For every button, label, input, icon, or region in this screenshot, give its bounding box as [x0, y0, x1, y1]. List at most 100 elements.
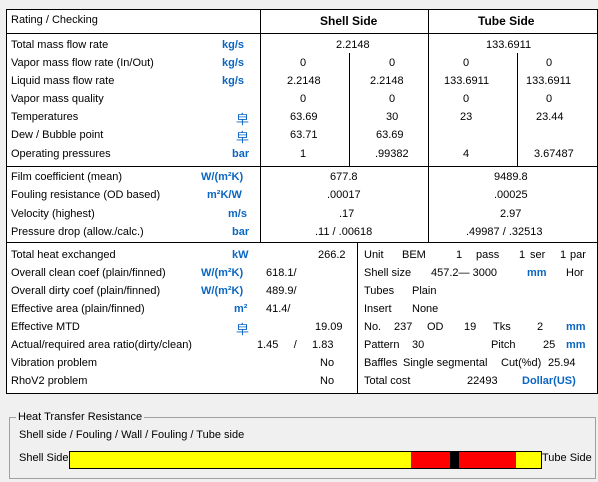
row-label: Pressure drop (allow./calc.) — [11, 226, 144, 238]
tube-outlet-value: 23.44 — [536, 111, 564, 123]
od-value: 19 — [464, 321, 477, 333]
tube-count-label: No. — [364, 321, 382, 333]
summary-value: 41.4/ — [266, 303, 291, 315]
pitch-label: Pitch — [491, 339, 516, 351]
shell-inlet-value: 0 — [300, 93, 307, 105]
shell-value: .11 / .00618 — [315, 226, 373, 238]
shell-side-header: Shell Side — [320, 14, 378, 28]
unit-label: kg/s — [222, 39, 245, 51]
ser-label: ser — [530, 249, 546, 261]
tube-value: 9489.8 — [494, 171, 528, 183]
cut-value: 25.94 — [548, 357, 576, 369]
unit-label: bar — [232, 226, 250, 238]
row-label: Dew / Bubble point — [11, 129, 104, 141]
tube-value: .49987 / .32513 — [466, 226, 543, 238]
row-label: Overall dirty coef (plain/finned) — [11, 285, 161, 297]
shell-outlet-value: 30 — [386, 111, 399, 123]
tube-inlet-value: 4 — [463, 148, 470, 160]
row-label: RhoV2 problem — [11, 375, 88, 387]
shell-inlet-value: 0 — [300, 57, 307, 69]
row-label: Total mass flow rate — [11, 39, 109, 51]
resistance-segment-shell-side — [70, 452, 411, 468]
pass-label: pass — [476, 249, 500, 261]
heat-transfer-resistance-legend: Heat Transfer Resistance — [16, 411, 145, 423]
summary-value: 1.45 / 1.83 — [257, 339, 334, 351]
tube-inlet-value: 133.6911 — [444, 75, 490, 87]
shell-outlet-value: .99382 — [375, 148, 409, 160]
row-label: Temperatures — [11, 111, 79, 123]
par-count-value: 1 — [560, 249, 567, 261]
unit-type-value: BEM — [402, 249, 426, 261]
tube-side-bar-label: Tube Side — [542, 452, 592, 464]
row-label: Effective area (plain/finned) — [11, 303, 145, 315]
summary-value: 19.09 — [315, 321, 343, 333]
bubble-point-value: 63.69 — [376, 129, 404, 141]
tube-outlet-value: 0 — [546, 57, 553, 69]
unit-label: W/(m²K) — [201, 267, 244, 279]
total-cost-unit: Dollar(US) — [522, 375, 576, 387]
insert-value: None — [412, 303, 439, 315]
insert-label: Insert — [364, 303, 392, 315]
shell-side-bar-label: Shell Side — [19, 452, 69, 464]
row-label: Operating pressures — [11, 148, 111, 160]
resistance-bar — [69, 451, 542, 469]
total-cost-value: 22493 — [467, 375, 498, 387]
shell-inlet-value: 1 — [300, 148, 307, 160]
shell-inlet-value: 63.69 — [290, 111, 318, 123]
tube-value: 133.6911 — [486, 39, 532, 51]
tube-value: 2.97 — [500, 208, 522, 220]
baffles-value: Single segmental — [403, 357, 488, 369]
row-label: Total heat exchanged — [11, 249, 116, 261]
heat-transfer-resistance-group — [9, 417, 596, 479]
tube-inlet-value: 0 — [463, 93, 470, 105]
tube-outlet-value: 0 — [546, 93, 553, 105]
unit-label: Unit — [364, 249, 384, 261]
unit-label: kW — [232, 249, 249, 261]
row-label: Film coefficient (mean) — [11, 171, 123, 183]
shell-size-value: 457.2— 3000 — [431, 267, 498, 279]
shell-value: .00017 — [327, 189, 361, 201]
unit-label: kg/s — [222, 75, 245, 87]
summary-value: 489.9/ — [266, 285, 297, 297]
unit-label: m² — [234, 303, 248, 315]
row-label: Vibration problem — [11, 357, 98, 369]
summary-value: 266.2 — [318, 249, 346, 261]
row-label: Effective MTD — [11, 321, 80, 333]
shell-value: .17 — [339, 208, 355, 220]
performance-table — [6, 166, 598, 244]
row-label: Fouling resistance (OD based) — [11, 189, 161, 201]
ser-count-value: 1 — [519, 249, 526, 261]
baffles-label: Baffles — [364, 357, 398, 369]
tube-outlet-value: 133.6911 — [526, 75, 572, 87]
temperature-unit-glyph-icon: 皁 — [236, 322, 250, 337]
tube-value: .00025 — [494, 189, 528, 201]
pattern-value: 30 — [412, 339, 425, 351]
row-label: Overall clean coef (plain/finned) — [11, 267, 166, 279]
unit-label: W/(m²K) — [201, 285, 244, 297]
par-label: par — [570, 249, 586, 261]
pattern-label: Pattern — [364, 339, 400, 351]
temperature-unit-glyph-icon: 皁 — [236, 112, 250, 127]
tks-value: 2 — [537, 321, 544, 333]
resistance-caption: Shell side / Fouling / Wall / Fouling / … — [19, 429, 245, 441]
summary-value: 618.1/ — [266, 267, 297, 279]
tubes-value: Plain — [412, 285, 437, 297]
summary-value: No — [320, 357, 335, 369]
row-label: Actual/required area ratio(dirty/clean) — [11, 339, 192, 351]
tks-label: Tks — [493, 321, 511, 333]
cut-label: Cut(%d) — [501, 357, 542, 369]
tks-unit: mm — [566, 321, 586, 333]
unit-label: m/s — [228, 208, 247, 220]
tube-inlet-value: 23 — [460, 111, 473, 123]
shell-outlet-value: 0 — [389, 57, 396, 69]
pass-count-value: 1 — [456, 249, 463, 261]
tube-side-header: Tube Side — [478, 14, 535, 28]
summary-table — [6, 242, 598, 394]
total-cost-label: Total cost — [364, 375, 411, 387]
unit-label: kg/s — [222, 57, 245, 69]
row-label: Liquid mass flow rate — [11, 75, 115, 87]
shell-inlet-value: 2.2148 — [287, 75, 321, 87]
shell-size-label: Shell size — [364, 267, 412, 279]
od-label: OD — [427, 321, 444, 333]
pitch-value: 25 — [543, 339, 556, 351]
